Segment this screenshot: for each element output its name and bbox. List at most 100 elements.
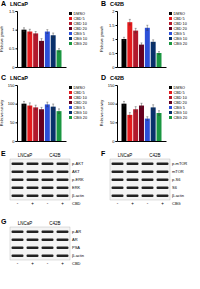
bar — [33, 107, 38, 141]
y-tick-mark — [116, 25, 118, 26]
y-tick-mark — [16, 141, 18, 142]
band — [57, 231, 69, 234]
panel-letter: C — [1, 74, 6, 81]
band — [142, 171, 154, 174]
y-axis-line — [16, 86, 18, 142]
bar — [133, 109, 138, 141]
row-label: p-S6 — [172, 177, 181, 182]
legend-item: CBD 20 — [169, 101, 187, 105]
y-tick-mark — [16, 104, 18, 105]
y-tick: 1 — [112, 37, 117, 42]
bar — [145, 119, 150, 141]
error-bar — [141, 103, 143, 107]
legend-item: DMSO — [69, 86, 85, 90]
legend-label: DMSO — [174, 86, 185, 90]
legend-item: CBG 10 — [169, 111, 187, 115]
bar — [33, 33, 38, 67]
lane-label: - — [17, 261, 19, 266]
legend-swatch — [169, 106, 172, 109]
bar — [157, 113, 162, 141]
panel: ALNCaP00.511.5Relative growthDMSOCBD 5CB… — [0, 0, 87, 70]
y-tick-mark — [16, 30, 18, 31]
y-tick: 2 — [112, 9, 117, 14]
band — [112, 179, 124, 182]
y-tick: 0.5 — [109, 51, 117, 56]
y-tick: 1.5 — [109, 23, 117, 28]
y-tick-label: 1.5 — [9, 9, 15, 14]
band — [42, 247, 54, 250]
bar — [45, 104, 50, 141]
legend-label: CBG 10 — [74, 111, 88, 115]
bars — [22, 28, 62, 67]
lane-label: + — [131, 201, 134, 206]
y-tick: 1 — [12, 27, 17, 32]
band — [27, 179, 39, 182]
y-tick-mark — [16, 122, 18, 123]
y-tick: 1.5 — [9, 9, 17, 14]
legend-swatch — [69, 37, 72, 40]
y-tick: 150 — [8, 83, 17, 88]
row-label: mTOR — [172, 169, 184, 174]
y-tick-label: 0.5 — [109, 51, 115, 56]
y-tick-label: 1 — [112, 37, 115, 42]
legend-item: CBD 20 — [69, 27, 87, 31]
band — [42, 195, 54, 198]
legend-item: CBG 20 — [69, 42, 87, 46]
legend-swatch — [69, 106, 72, 109]
legend-item: CBG 5 — [169, 106, 185, 110]
legend-swatch — [169, 91, 172, 94]
legend: DMSOCBD 5CBD 10CBD 20CBG 5CBG 10CBG 20 — [169, 86, 187, 120]
bar — [39, 41, 44, 67]
legend-item: CBG 5 — [169, 32, 185, 36]
bar — [51, 107, 56, 141]
legend-label: CBG 20 — [174, 116, 188, 120]
y-tick-label: 50 — [10, 120, 15, 125]
band — [142, 163, 154, 166]
band — [42, 239, 54, 242]
bars — [22, 101, 62, 141]
legend-label: CBG 10 — [74, 37, 88, 41]
legend-label: CBD 5 — [74, 91, 85, 95]
band — [142, 195, 154, 198]
legend-label: CBD 10 — [74, 96, 87, 100]
bar — [27, 32, 32, 67]
band — [27, 187, 39, 190]
legend-swatch — [69, 27, 72, 30]
legend-swatch — [69, 101, 72, 104]
bar — [122, 104, 127, 141]
y-axis-title: Relative activity — [0, 100, 4, 126]
legend-swatch — [169, 101, 172, 104]
y-tick-label: 150 — [8, 83, 15, 88]
legend-swatch — [169, 17, 172, 20]
legend-label: CBG 5 — [174, 32, 185, 36]
legend-item: CBD 5 — [169, 17, 185, 21]
band — [157, 195, 169, 198]
y-tick: 0 — [112, 139, 117, 144]
legend-item: CBG 10 — [69, 111, 87, 115]
band — [157, 179, 169, 182]
row-label: ERK — [72, 185, 81, 190]
error-bar — [135, 28, 137, 32]
band — [127, 179, 139, 182]
legend-swatch — [69, 116, 72, 119]
group-label: LNCaP — [18, 153, 33, 158]
error-bar — [123, 37, 125, 40]
band — [57, 247, 69, 250]
error-bar — [152, 40, 154, 44]
blot-panel: ELNCaPC42Bp-AKTAKTp-ERKERKβ-actin-+-+CBD — [1, 150, 84, 206]
legend-swatch — [69, 91, 72, 94]
y-tick-label: 1.5 — [109, 23, 115, 28]
legend-swatch — [169, 42, 172, 45]
panel-letter: D — [101, 74, 106, 81]
band — [42, 163, 54, 166]
blot-frame — [10, 227, 70, 260]
error-bar — [35, 32, 37, 36]
error-bar — [23, 28, 25, 32]
y-tick: 0 — [12, 65, 17, 70]
bar — [51, 35, 56, 67]
y-tick-label: 0 — [12, 65, 15, 70]
treatment-label: CBG — [172, 201, 181, 206]
y-axis-title: Relative growth — [0, 26, 4, 52]
legend-swatch — [169, 86, 172, 89]
legend-swatch — [69, 96, 72, 99]
